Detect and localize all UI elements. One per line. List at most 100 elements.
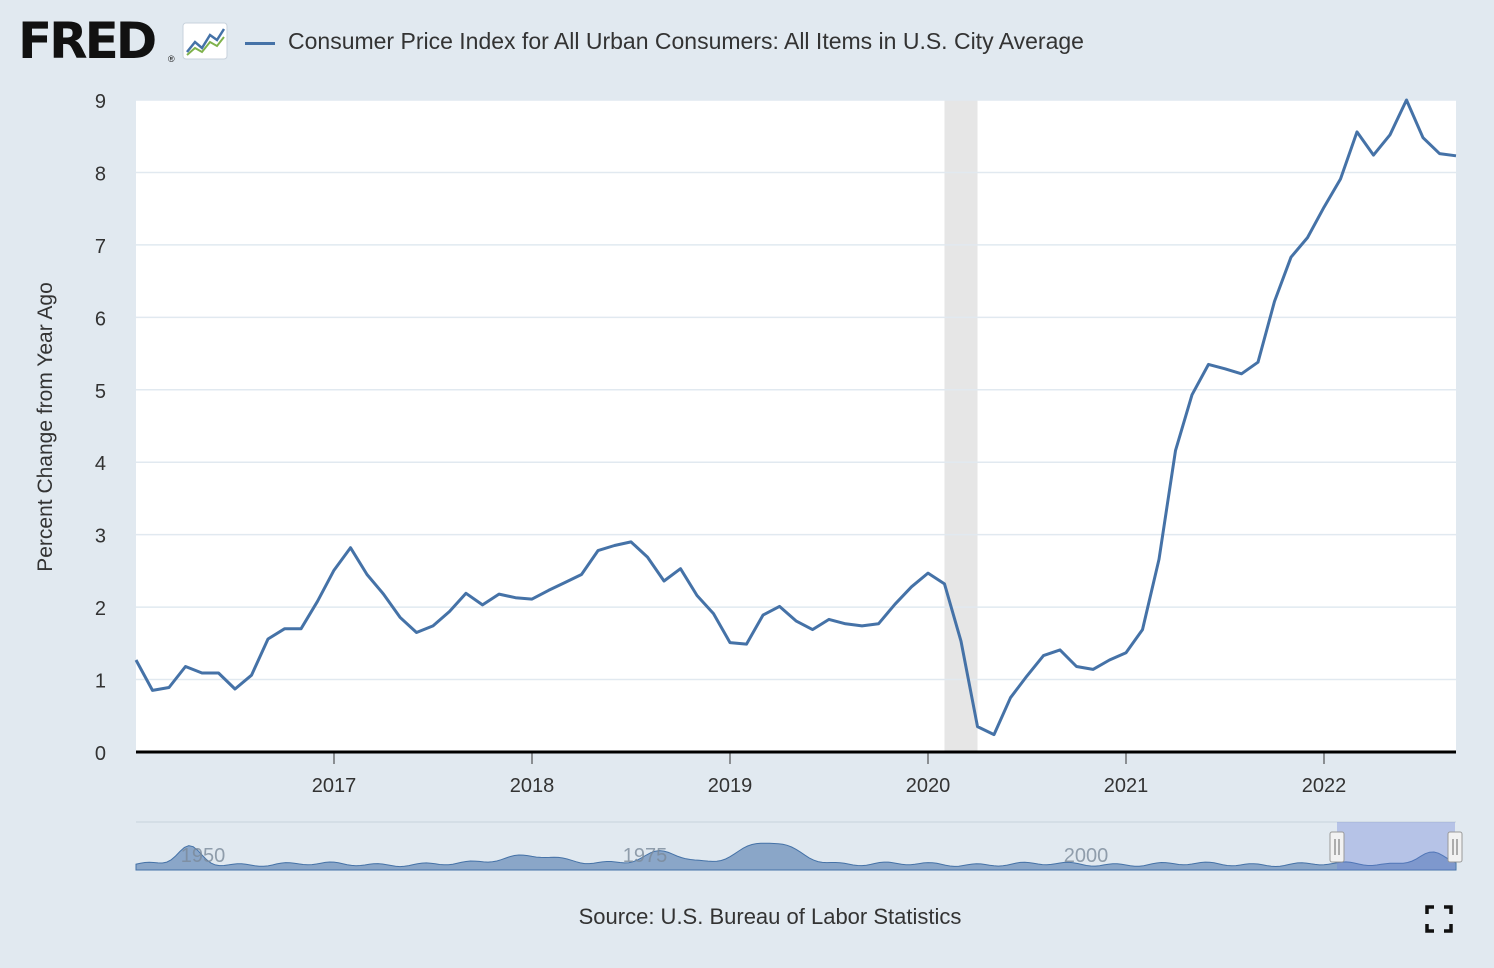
data-point bbox=[1438, 152, 1442, 156]
data-point bbox=[464, 591, 468, 595]
data-point bbox=[233, 687, 237, 691]
gridlines bbox=[136, 99, 1456, 681]
data-point bbox=[1372, 153, 1376, 157]
data-point bbox=[943, 582, 947, 586]
data-point bbox=[332, 568, 336, 572]
data-point bbox=[992, 733, 996, 737]
data-point bbox=[299, 627, 303, 631]
navigator-handle-left[interactable] bbox=[1329, 831, 1345, 863]
x-tick-label: 2020 bbox=[906, 775, 951, 797]
series-line bbox=[134, 98, 1457, 737]
registered-mark: ® bbox=[168, 54, 175, 64]
navigator-handle-right[interactable] bbox=[1447, 831, 1463, 863]
navigator[interactable]: 1950 1975 2000 bbox=[135, 821, 1463, 871]
data-point bbox=[1058, 648, 1062, 652]
data-point bbox=[547, 588, 551, 592]
y-tick-label: 2 bbox=[95, 598, 106, 620]
data-point bbox=[662, 579, 666, 583]
data-point bbox=[481, 603, 485, 607]
data-point bbox=[1223, 367, 1227, 371]
legend-swatch bbox=[245, 42, 275, 45]
data-point bbox=[217, 671, 221, 675]
y-tick-label: 9 bbox=[95, 91, 106, 113]
data-point bbox=[629, 540, 633, 544]
data-point bbox=[1075, 665, 1079, 669]
data-point bbox=[167, 686, 171, 690]
data-point bbox=[1141, 628, 1145, 632]
y-tick-label: 5 bbox=[95, 381, 106, 403]
data-point bbox=[1124, 651, 1128, 655]
y-axis-ticks: 0 1 2 3 4 5 6 7 8 9 bbox=[95, 91, 106, 765]
data-point bbox=[1157, 557, 1161, 561]
data-point bbox=[844, 622, 848, 626]
data-point bbox=[1174, 449, 1178, 453]
data-point bbox=[679, 567, 683, 571]
y-tick-label: 6 bbox=[95, 308, 106, 330]
data-point bbox=[811, 628, 815, 632]
x-tick-label: 2018 bbox=[510, 775, 555, 797]
data-point bbox=[1405, 98, 1409, 102]
data-point bbox=[712, 612, 716, 616]
y-tick-label: 7 bbox=[95, 236, 106, 258]
navigator-series bbox=[135, 842, 1457, 871]
data-point bbox=[497, 592, 501, 596]
data-point bbox=[431, 624, 435, 628]
data-point bbox=[794, 619, 798, 623]
data-point bbox=[1355, 130, 1359, 134]
data-point bbox=[580, 573, 584, 577]
data-point bbox=[1108, 658, 1112, 662]
data-point bbox=[910, 585, 914, 589]
y-tick-label: 0 bbox=[95, 743, 106, 765]
data-point bbox=[976, 725, 980, 729]
data-point bbox=[596, 549, 600, 553]
data-point bbox=[398, 615, 402, 619]
data-point bbox=[316, 599, 320, 603]
navigator-labels: 1950 1975 2000 bbox=[181, 845, 1109, 867]
recession-band bbox=[944, 100, 978, 752]
data-point bbox=[563, 580, 567, 584]
plot-area bbox=[136, 100, 1456, 753]
data-point bbox=[448, 609, 452, 613]
data-point bbox=[860, 624, 864, 628]
trend-chart-icon bbox=[182, 22, 228, 60]
data-point bbox=[349, 546, 353, 550]
data-point bbox=[1306, 236, 1310, 240]
data-point bbox=[1091, 667, 1095, 671]
data-point bbox=[778, 604, 782, 608]
fullscreen-icon[interactable] bbox=[1425, 905, 1453, 933]
y-tick-label: 4 bbox=[95, 453, 106, 475]
data-point bbox=[761, 613, 765, 617]
data-point bbox=[1289, 255, 1293, 259]
chart-header: FRED ® Consumer Price Index for All Urba… bbox=[0, 0, 1494, 90]
data-point bbox=[1339, 177, 1343, 181]
data-point bbox=[1256, 360, 1260, 364]
data-point bbox=[283, 627, 287, 631]
data-point bbox=[893, 602, 897, 606]
x-tick-label: 2017 bbox=[312, 775, 357, 797]
data-point bbox=[382, 592, 386, 596]
data-point bbox=[1273, 299, 1277, 303]
x-tick-label: 2022 bbox=[1302, 775, 1347, 797]
data-point bbox=[827, 617, 831, 621]
data-point bbox=[695, 594, 699, 598]
data-point bbox=[1042, 654, 1046, 658]
data-point bbox=[1421, 136, 1425, 140]
x-tick-label: 2021 bbox=[1104, 775, 1149, 797]
data-point bbox=[1009, 696, 1013, 700]
y-axis-label: Percent Change from Year Ago bbox=[34, 282, 57, 572]
data-point bbox=[1454, 154, 1458, 158]
navigator-selected-range bbox=[1337, 822, 1455, 870]
data-point bbox=[266, 637, 270, 641]
data-point bbox=[1190, 393, 1194, 397]
x-axis-ticks: 2017 2018 2019 2020 2021 2022 bbox=[312, 752, 1347, 797]
data-point bbox=[184, 665, 188, 669]
fred-logo[interactable]: FRED bbox=[18, 12, 157, 70]
data-point bbox=[1207, 362, 1211, 366]
line-chart: 0 1 2 3 4 5 6 7 8 9 2017 2018 2019 2020 2021 2022 Perc… bbox=[34, 91, 1463, 871]
navigator-label: 2000 bbox=[1064, 845, 1109, 867]
data-point bbox=[415, 630, 419, 634]
series-title: Consumer Price Index for All Urban Consu… bbox=[288, 28, 1084, 54]
data-point bbox=[646, 555, 650, 559]
data-point bbox=[1240, 372, 1244, 376]
data-point bbox=[745, 642, 749, 646]
